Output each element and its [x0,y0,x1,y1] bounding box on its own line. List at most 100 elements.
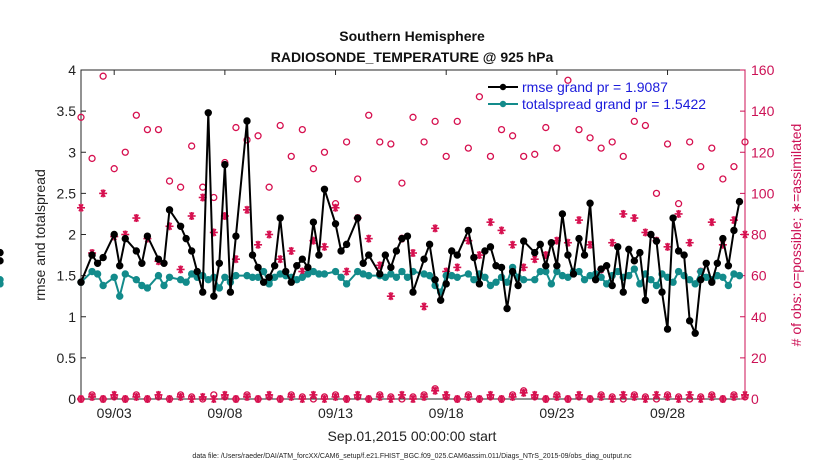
rmse-series-point [298,255,307,263]
possible-count-point [265,183,273,191]
rmse-series-point [154,255,163,263]
rmse-series-point [0,257,4,265]
assimilated-count-point-low [331,392,340,401]
rmse-series-point [392,247,401,255]
y-right-tick-label: 120 [751,144,775,160]
rmse-series-point [121,234,129,243]
possible-count-point [143,125,152,134]
assimilated-count-point [630,214,639,223]
possible-count-point [442,152,450,161]
x-tick-label: 09/13 [318,405,353,421]
possible-count-point [188,142,196,150]
assimilated-count-point-low [718,395,727,403]
possible-count-point [354,175,362,183]
totalspread-series-point [636,280,644,288]
totalspread-series-point [492,278,500,286]
assimilated-count-point [287,246,296,255]
legend-marker-rmse-series [499,83,507,91]
assimilated-count-point-low [342,395,351,403]
possible-count-point [77,113,85,121]
totalspread-series-point [652,281,661,290]
possible-count-point [453,117,461,126]
y-axis-label-left: rmse and totalspread [32,169,48,301]
assimilated-count-point [674,209,683,218]
rmse-series-point [453,251,461,259]
rmse-series-point [365,251,373,259]
totalspread-series-point [547,280,556,288]
totalspread-series-point [403,273,412,281]
rmse-series-line [80,112,741,338]
possible-count-point [176,183,185,191]
totalspread-series-point [564,273,572,281]
y-left-tick-label: 2.5 [57,185,77,201]
rmse-series-point [519,237,528,245]
totalspread-series-point [221,273,229,281]
assimilated-count-point-low [608,395,617,403]
totalspread-series-point [232,271,240,280]
y-right-tick-label: 60 [751,268,767,284]
rmse-series-point [597,265,605,273]
possible-count-point [652,189,661,198]
rmse-series-point [724,262,733,270]
totalspread-series-point [470,276,478,284]
assimilated-count-point-low [231,395,240,403]
totalspread-series-point [320,270,329,278]
assimilated-count-point [486,218,495,227]
totalspread-series-point [481,273,489,281]
totalspread-series-point [116,292,124,300]
rmse-series-point [685,317,694,325]
rmse-series-point [88,251,96,259]
rmse-series-point [315,251,323,259]
totalspread-series-point [215,284,224,292]
assimilated-count-point [77,203,85,212]
rmse-series-point [608,281,616,290]
possible-count-point [121,148,129,156]
y-right-tick-label: 20 [751,350,767,366]
possible-count-point [630,117,638,126]
y-left-tick-label: 4 [68,62,76,78]
rmse-series-point [569,270,578,278]
totalspread-series-point [647,276,655,284]
possible-count-point [320,148,329,156]
possible-count-point [165,177,174,185]
assimilated-count-point-low [707,392,716,401]
assimilated-count-point-low [575,390,583,399]
rmse-series-point [232,232,240,240]
rmse-series-point [204,109,212,117]
assimilated-count-point [375,261,384,270]
chart-title-line-2: RADIOSONDE_TEMPERATURE @ 925 hPa [271,49,554,65]
assimilated-count-point-low [729,392,738,401]
assimilated-count-point-low [220,390,229,399]
rmse-series-point [270,262,279,270]
rmse-series-point [337,247,345,255]
assimilated-count-point [663,242,672,251]
assimilated-count-point-low [198,392,207,401]
rmse-series-point [652,237,661,245]
rmse-series-point [735,197,744,206]
rmse-series-point [93,259,102,267]
possible-count-point [719,175,727,183]
assimilated-count-point [176,265,185,274]
assimilated-count-point-low [187,395,196,403]
totalspread-series-point [724,281,733,290]
possible-count-point [553,144,561,152]
rmse-series-point [254,263,262,272]
rmse-series-point [508,267,517,276]
totalspread-series-point [165,273,174,281]
rmse-series-point [719,234,727,243]
rmse-series-point [243,117,251,125]
assimilated-count-point-low [77,395,85,403]
totalspread-series-point [121,270,129,278]
possible-count-point [232,123,240,132]
totalspread-series-point [685,276,694,284]
rmse-series-point [564,251,572,259]
assimilated-count-point-low [420,392,429,401]
assimilated-count-point [575,216,583,225]
chart-title-line-1: Southern Hemisphere [339,28,485,44]
possible-count-point [132,111,140,119]
rmse-series-point [497,263,506,272]
rmse-series-point [226,288,235,296]
rmse-series-point [304,263,312,272]
possible-count-point [409,113,417,121]
possible-count-point [608,138,616,146]
